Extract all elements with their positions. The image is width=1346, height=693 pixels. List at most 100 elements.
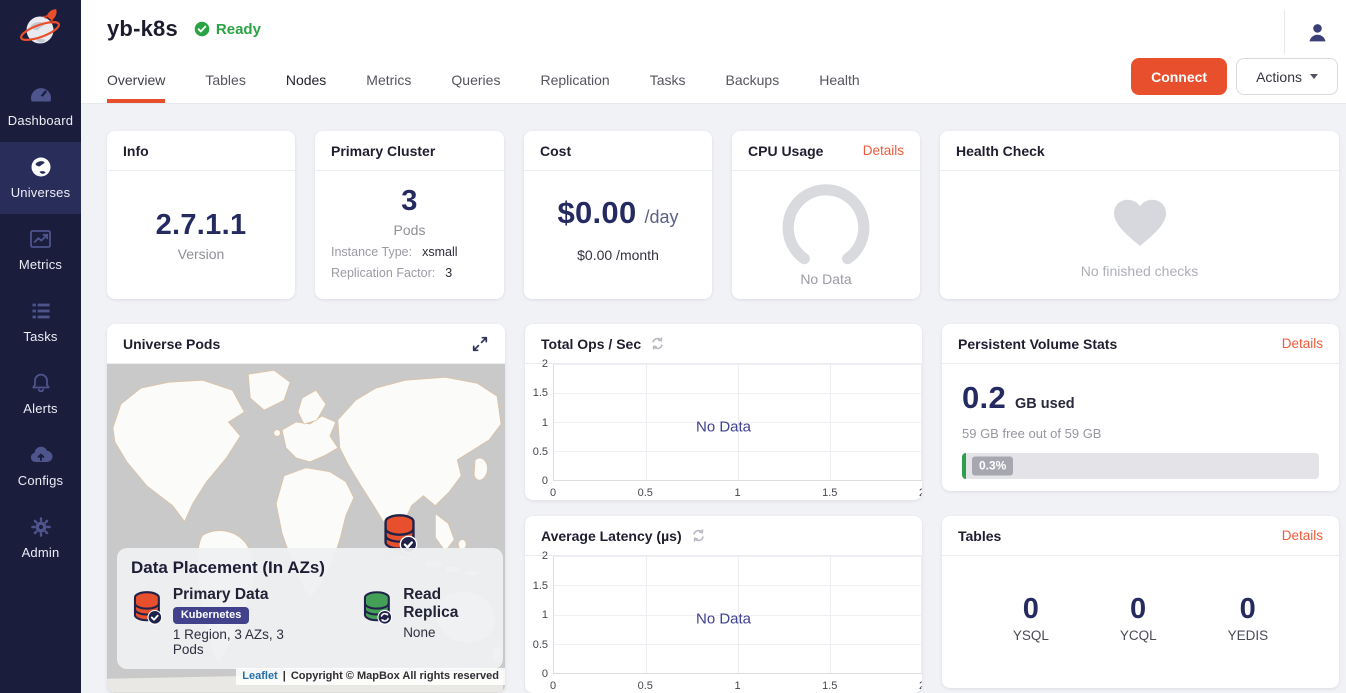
- tables-details-link[interactable]: Details: [1282, 528, 1323, 543]
- y-tick: 1.5: [533, 387, 548, 399]
- ycql-label: YCQL: [1120, 628, 1157, 643]
- usage-progress-fill: [962, 453, 966, 479]
- primary-cluster-card: Primary Cluster 3 Pods Instance Type: xs…: [315, 131, 504, 299]
- universe-globe-icon: [29, 155, 53, 179]
- avg-latency-chart-card: Average Latency (µs) 2 1.5 1: [525, 516, 922, 693]
- sidebar-item-label: Tasks: [23, 329, 57, 344]
- sidebar-item-admin[interactable]: Admin: [0, 502, 81, 574]
- y-tick: 1: [542, 417, 548, 429]
- tab-tasks[interactable]: Tasks: [650, 72, 686, 103]
- tab-backups[interactable]: Backups: [726, 72, 780, 103]
- kv-value: xsmall: [422, 245, 457, 259]
- yedis-stat: 0 YEDIS: [1228, 593, 1269, 643]
- ysql-label: YSQL: [1013, 628, 1049, 643]
- heart-icon: [1107, 191, 1173, 251]
- sidebar-item-tasks[interactable]: Tasks: [0, 286, 81, 358]
- header-buttons: Connect Actions: [1131, 58, 1338, 95]
- status-badge: Ready: [194, 21, 261, 38]
- cpu-usage-card: CPU Usage Details No Data: [732, 131, 920, 299]
- primary-data-label: Primary Data: [173, 586, 302, 604]
- sidebar-item-label: Alerts: [23, 401, 57, 416]
- world-map[interactable]: Data Placement (In AZs): [107, 364, 505, 693]
- info-card: Info 2.7.1.1 Version: [107, 131, 295, 299]
- user-icon: [1305, 20, 1330, 45]
- cost-day-unit: /day: [645, 207, 679, 228]
- x-tick: 1.5: [822, 680, 837, 692]
- refresh-icon[interactable]: [650, 336, 665, 351]
- total-ops-chart-card: Total Ops / Sec 2 1.5 1 0.5: [525, 324, 922, 500]
- detail-row: Universe Pods: [107, 324, 1339, 693]
- gb-used-unit: GB used: [1015, 396, 1075, 412]
- persistent-volume-card: Persistent Volume Stats Details 0.2 GB u…: [942, 324, 1339, 491]
- card-title: Persistent Volume Stats: [958, 336, 1117, 352]
- cpu-details-link[interactable]: Details: [863, 143, 904, 158]
- yugabyte-logo-icon[interactable]: [0, 0, 81, 58]
- x-tick: 2: [919, 487, 922, 499]
- pods-count: 3: [331, 185, 488, 218]
- read-replica-label: Read Replica: [403, 586, 489, 622]
- sidebar-item-metrics[interactable]: Metrics: [0, 214, 81, 286]
- tab-overview[interactable]: Overview: [107, 72, 165, 103]
- stats-column: Persistent Volume Stats Details 0.2 GB u…: [942, 324, 1339, 693]
- user-menu[interactable]: [1284, 10, 1346, 54]
- summary-row: Info 2.7.1.1 Version Primary Cluster 3 P…: [107, 131, 1339, 299]
- app-window: Dashboard Universes Metrics Tasks: [0, 0, 1346, 693]
- sidebar-item-dashboard[interactable]: Dashboard: [0, 70, 81, 142]
- kubernetes-badge: Kubernetes: [173, 607, 250, 624]
- pv-details-link[interactable]: Details: [1282, 336, 1323, 351]
- connect-button[interactable]: Connect: [1131, 58, 1227, 95]
- y-tick: 1: [542, 609, 548, 621]
- check-circle-icon: [194, 21, 210, 37]
- ops-no-data: No Data: [696, 418, 751, 435]
- y-tick: 0.5: [533, 446, 548, 458]
- tab-health[interactable]: Health: [819, 72, 859, 103]
- actions-dropdown-button[interactable]: Actions: [1236, 58, 1338, 95]
- tab-queries[interactable]: Queries: [451, 72, 500, 103]
- usage-percent-badge: 0.3%: [972, 457, 1013, 476]
- actions-label: Actions: [1256, 69, 1302, 85]
- card-title: Universe Pods: [123, 336, 220, 352]
- pods-label: Pods: [331, 222, 488, 238]
- charts-column: Total Ops / Sec 2 1.5 1 0.5: [525, 324, 922, 693]
- refresh-icon[interactable]: [691, 528, 706, 543]
- x-tick: 2: [919, 680, 922, 692]
- kv-key: Instance Type:: [331, 245, 412, 259]
- y-tick: 0: [542, 475, 548, 487]
- card-title: CPU Usage: [748, 143, 823, 159]
- x-tick: 1: [734, 680, 740, 692]
- x-tick: 0: [550, 680, 556, 692]
- replication-factor-row: Replication Factor: 3: [331, 266, 488, 280]
- kv-key: Replication Factor:: [331, 266, 435, 280]
- tab-metrics[interactable]: Metrics: [366, 72, 411, 103]
- card-title: Info: [123, 143, 149, 159]
- sidebar-item-alerts[interactable]: Alerts: [0, 358, 81, 430]
- y-tick: 2: [542, 550, 548, 562]
- card-title: Tables: [958, 528, 1001, 544]
- x-tick: 0: [550, 487, 556, 499]
- primary-data-legend-item: Primary Data Kubernetes 1 Region, 3 AZs,…: [131, 586, 301, 657]
- card-title: Cost: [540, 143, 571, 159]
- yedis-label: YEDIS: [1228, 628, 1269, 643]
- overview-content: Info 2.7.1.1 Version Primary Cluster 3 P…: [81, 104, 1346, 693]
- usage-progress-bar: 0.3%: [962, 453, 1319, 479]
- main-area: yb-k8s Ready Overview Tables Nodes Metri…: [81, 0, 1346, 693]
- tab-replication[interactable]: Replication: [540, 72, 609, 103]
- gauge-arc-icon: [771, 183, 881, 269]
- tab-nodes[interactable]: Nodes: [286, 72, 326, 103]
- sidebar-item-universes[interactable]: Universes: [0, 142, 81, 214]
- card-title: Health Check: [956, 143, 1045, 159]
- sidebar-item-label: Metrics: [19, 257, 62, 272]
- gb-free-text: 59 GB free out of 59 GB: [962, 426, 1319, 441]
- sidebar-item-label: Universes: [11, 185, 71, 200]
- y-tick: 0.5: [533, 639, 548, 651]
- leaflet-link[interactable]: Leaflet: [242, 670, 277, 682]
- sidebar-item-configs[interactable]: Configs: [0, 430, 81, 502]
- read-replica-legend-item: Read Replica None: [361, 586, 489, 657]
- cpu-no-data: No Data: [800, 271, 851, 287]
- tab-tables[interactable]: Tables: [205, 72, 245, 103]
- ops-chart-plot: 2 1.5 1 0.5 0 No Data: [525, 364, 922, 500]
- expand-icon[interactable]: [471, 335, 489, 353]
- tab-bar: Overview Tables Nodes Metrics Queries Re…: [107, 72, 900, 103]
- ysql-stat: 0 YSQL: [1013, 593, 1049, 643]
- kv-value: 3: [445, 266, 452, 280]
